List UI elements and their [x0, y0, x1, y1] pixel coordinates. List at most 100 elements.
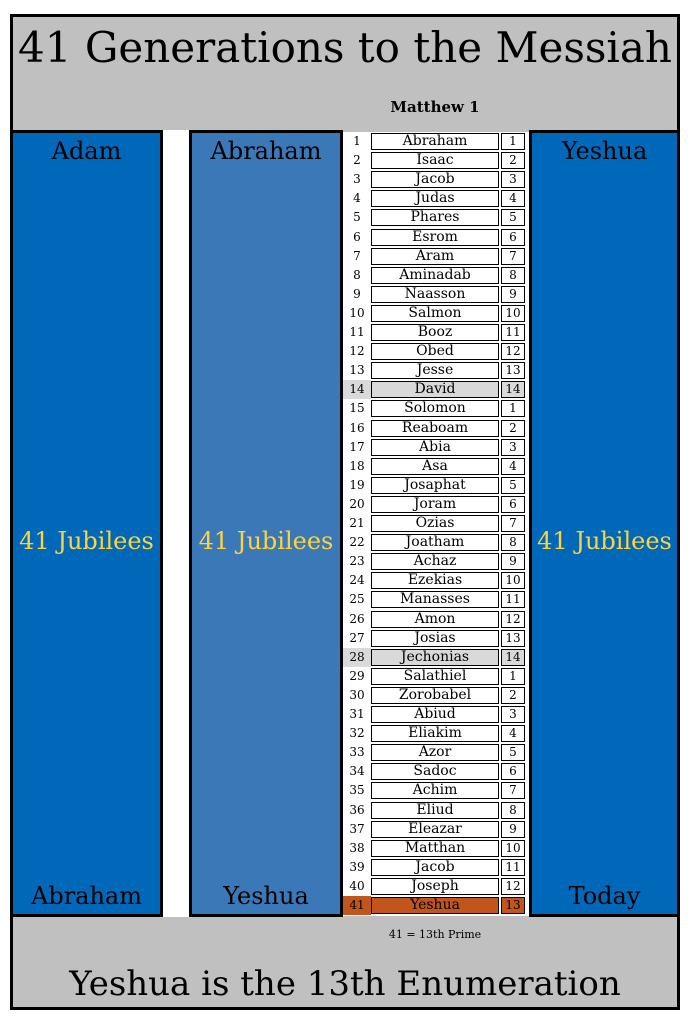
generation-cycle-number: 9 — [501, 285, 525, 303]
generation-number: 32 — [349, 726, 365, 741]
generation-row: 8 Aminadab 8 — [343, 266, 529, 285]
generation-name: Abia — [371, 438, 499, 456]
generation-number: 4 — [353, 191, 361, 206]
panel-left-bottom-label: Abraham — [31, 882, 142, 910]
generation-name: Ozias — [371, 515, 499, 532]
generation-number: 34 — [349, 764, 365, 779]
generation-number: 30 — [349, 687, 365, 702]
generation-name: Obed — [371, 343, 499, 361]
generation-row: 34 Sadoc 6 — [343, 762, 529, 781]
generation-number: 8 — [353, 267, 361, 282]
generation-name: Sadoc — [371, 763, 499, 781]
generation-name: Yeshua — [371, 897, 499, 914]
panel-right-bottom-label: Today — [568, 882, 641, 910]
generation-row: 12 Obed 12 — [343, 342, 529, 361]
generation-cycle-number: 5 — [501, 476, 525, 494]
generation-number: 15 — [349, 401, 365, 416]
generation-number: 31 — [349, 707, 365, 721]
generation-name: Azor — [371, 744, 499, 762]
generation-number: 27 — [349, 630, 365, 645]
generation-name: Achim — [371, 782, 499, 800]
generation-row: 37 Eleazar 9 — [343, 820, 529, 839]
generation-row: 22 Joatham 8 — [343, 533, 529, 552]
generation-name: Aram — [371, 247, 499, 265]
subtitle: Matthew 1 — [390, 98, 480, 116]
generation-number: 19 — [349, 477, 365, 492]
generation-name: Asa — [371, 457, 499, 475]
generation-number: 9 — [353, 286, 361, 301]
generation-cycle-number: 3 — [501, 438, 525, 456]
generation-cycle-number: 2 — [501, 152, 525, 170]
generation-cycle-number: 9 — [501, 553, 525, 571]
generation-cycle-number: 8 — [501, 801, 525, 819]
generation-cycle-number: 4 — [501, 190, 525, 208]
generation-row: 39 Jacob 11 — [343, 858, 529, 877]
generation-number: 20 — [349, 496, 365, 511]
generation-row: 4 Judas 4 — [343, 189, 529, 208]
generation-row: 28 Jechonias 14 — [343, 647, 529, 667]
generation-name: Zorobabel — [371, 686, 499, 704]
generation-cycle-number: 1 — [501, 667, 525, 685]
generation-name: Aminadab — [371, 266, 499, 284]
panel-yeshua-today: Yeshua 41 Jubilees Today — [529, 130, 680, 917]
generation-row: 25 Manasses 11 — [343, 590, 529, 609]
generation-row: 27 Josias 13 — [343, 629, 529, 648]
generation-row: 15 Solomon 1 — [343, 399, 529, 418]
generation-row: 17 Abia 3 — [343, 438, 529, 457]
generation-row: 41 Yeshua 13 — [343, 896, 529, 916]
generation-row: 26 Amon 12 — [343, 610, 529, 629]
generation-row: 23 Achaz 9 — [343, 552, 529, 571]
generation-row: 1 Abraham 1 — [343, 132, 529, 151]
generation-name: Abraham — [371, 133, 499, 150]
panel-mid-jubilees-label: 41 Jubilees — [198, 527, 334, 555]
prime-note: 41 = 13th Prime — [388, 928, 482, 941]
generation-name: Abiud — [371, 706, 499, 723]
generation-cycle-number: 14 — [501, 648, 525, 666]
generation-name: Solomon — [371, 400, 499, 418]
generation-cycle-number: 14 — [501, 381, 525, 399]
generation-cycle-number: 8 — [501, 266, 525, 284]
generation-number: 37 — [349, 821, 365, 836]
generation-name: Naasson — [371, 285, 499, 303]
generation-cycle-number: 4 — [501, 457, 525, 475]
panel-left-jubilees-label: 41 Jubilees — [19, 527, 154, 555]
generation-row: 16 Reaboam 2 — [343, 419, 529, 438]
generation-cycle-number: 8 — [501, 534, 525, 552]
generation-name: Jesse — [371, 362, 499, 380]
generation-number: 16 — [349, 420, 365, 435]
generation-row: 24 Ezekias 10 — [343, 571, 529, 590]
generation-number: 41 — [343, 896, 371, 916]
generation-row: 10 Salmon 10 — [343, 304, 529, 323]
generation-row: 6 Esrom 6 — [343, 228, 529, 247]
generation-number: 23 — [349, 554, 365, 569]
generation-name: Jechonias — [371, 648, 499, 666]
generation-name: Judas — [371, 190, 499, 208]
generation-row: 35 Achim 7 — [343, 781, 529, 800]
generation-number: 28 — [343, 647, 371, 667]
generation-name: Achaz — [371, 553, 499, 571]
generation-name: Jacob — [371, 171, 499, 189]
generation-cycle-number: 13 — [501, 362, 525, 380]
generation-row: 19 Josaphat 5 — [343, 476, 529, 495]
generation-number: 35 — [349, 783, 365, 798]
generation-cycle-number: 5 — [501, 209, 525, 227]
generations-table: 1 Abraham 1 2 Isaac 2 3 Jacob 3 4 Judas 4 5 Phares 5 6 E… — [343, 132, 529, 916]
generation-name: Esrom — [371, 228, 499, 246]
generation-row: 21 Ozias 7 — [343, 514, 529, 533]
generation-row: 14 David 14 — [343, 380, 529, 400]
panel-right-jubilees-label: 41 Jubilees — [537, 527, 672, 555]
generation-cycle-number: 1 — [501, 400, 525, 418]
generation-number: 11 — [349, 325, 365, 339]
generation-number: 12 — [349, 344, 365, 359]
panel-abraham-yeshua: Abraham 41 Jubilees Yeshua — [189, 130, 343, 917]
generation-name: Jacob — [371, 858, 499, 876]
generation-cycle-number: 4 — [501, 725, 525, 743]
generation-cycle-number: 6 — [501, 228, 525, 246]
panel-mid-top-label: Abraham — [210, 137, 322, 165]
generation-cycle-number: 1 — [501, 133, 525, 150]
generation-cycle-number: 6 — [501, 763, 525, 781]
generation-row: 33 Azor 5 — [343, 743, 529, 762]
panel-gap — [163, 130, 189, 917]
generation-cycle-number: 7 — [501, 515, 525, 532]
generation-name: Booz — [371, 324, 499, 341]
